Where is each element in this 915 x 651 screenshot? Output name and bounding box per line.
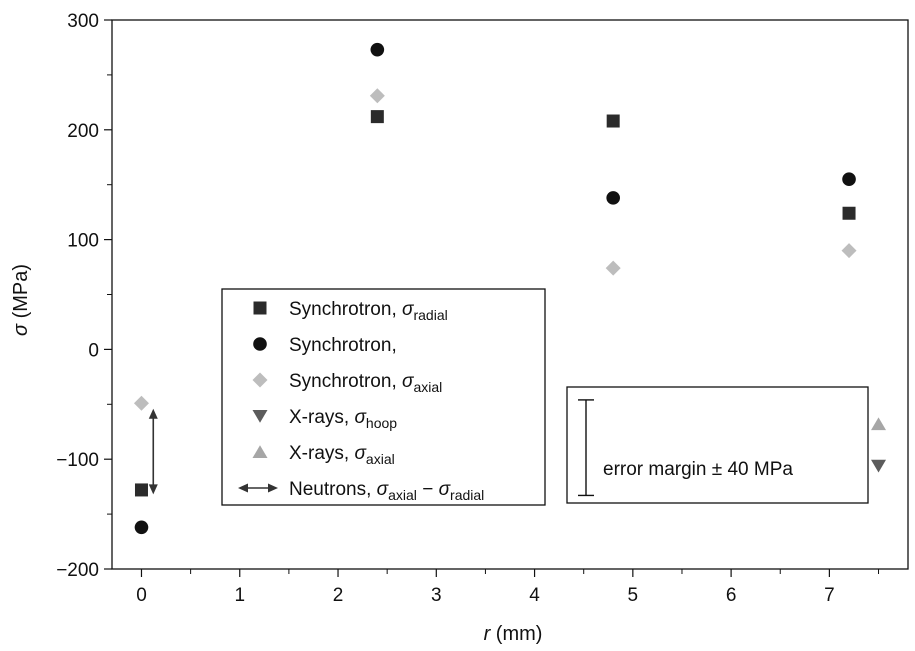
x-tick-label: 4 (529, 585, 540, 606)
data-point-square (134, 483, 148, 497)
y-tick-label: −100 (56, 450, 99, 471)
legend-entry-label: Neutrons, σaxial − σradial (289, 479, 484, 503)
legend-entry-label: X-rays, σhoop (289, 407, 397, 431)
y-tick-label: 300 (67, 11, 99, 32)
y-tick-label: 200 (67, 121, 99, 142)
x-tick-label: 3 (431, 585, 442, 606)
legend-marker-circle (253, 337, 267, 351)
data-point-square (606, 114, 620, 128)
legend-entry-label: Synchrotron, σradial (289, 299, 448, 323)
data-marks (133, 42, 887, 535)
legend-box (221, 288, 546, 506)
legend: Synchrotron, σradial Synchrotron, Synchrot… (221, 288, 546, 506)
data-point-circle (370, 42, 385, 57)
annotation-box (566, 386, 869, 504)
legend-marker-triangle-down (252, 410, 268, 423)
x-tick-label: 1 (234, 585, 245, 606)
data-point-triangle-down (871, 459, 887, 473)
x-tick-label: 0 (136, 585, 147, 606)
data-point-diamond (605, 260, 621, 276)
data-point-double-arrow (148, 408, 158, 495)
error-margin-text: error margin ± 40 MPa (603, 459, 793, 480)
data-point-circle (606, 191, 620, 205)
x-axis-label: r (mm) (484, 623, 543, 645)
legend-entry-label: X-rays, σaxial (289, 443, 395, 467)
data-point-diamond (841, 243, 857, 259)
legend-marker-triangle-up (252, 445, 268, 458)
x-tick-label: 5 (628, 585, 639, 606)
x-tick-label: 2 (333, 585, 344, 606)
data-point-triangle-up (871, 417, 887, 431)
legend-entry-label: Synchrotron, (289, 335, 397, 356)
data-point-diamond (369, 88, 385, 104)
error-margin-annotation: error margin ± 40 MPa (566, 386, 869, 504)
legend-marker-square (253, 301, 267, 315)
data-point-square (842, 206, 856, 220)
x-tick-label: 6 (726, 585, 737, 606)
y-tick-label: −200 (56, 560, 99, 581)
axis-ticks: 0 1 2 3 4 5 6 7 −200 −100 0 100 200 300 (56, 11, 880, 606)
data-point-circle (134, 520, 149, 535)
y-axis-label: σ (MPa) (10, 264, 32, 336)
legend-entry-label: Synchrotron, σaxial (289, 371, 442, 395)
y-tick-label: 100 (67, 231, 99, 252)
legend-marker-diamond (252, 372, 268, 388)
x-tick-label: 7 (824, 585, 835, 606)
data-point-square (370, 110, 384, 124)
data-point-diamond (133, 395, 149, 411)
data-point-circle (842, 172, 856, 187)
legend-marker-double-arrow (238, 483, 278, 493)
y-tick-label: 0 (88, 340, 99, 361)
